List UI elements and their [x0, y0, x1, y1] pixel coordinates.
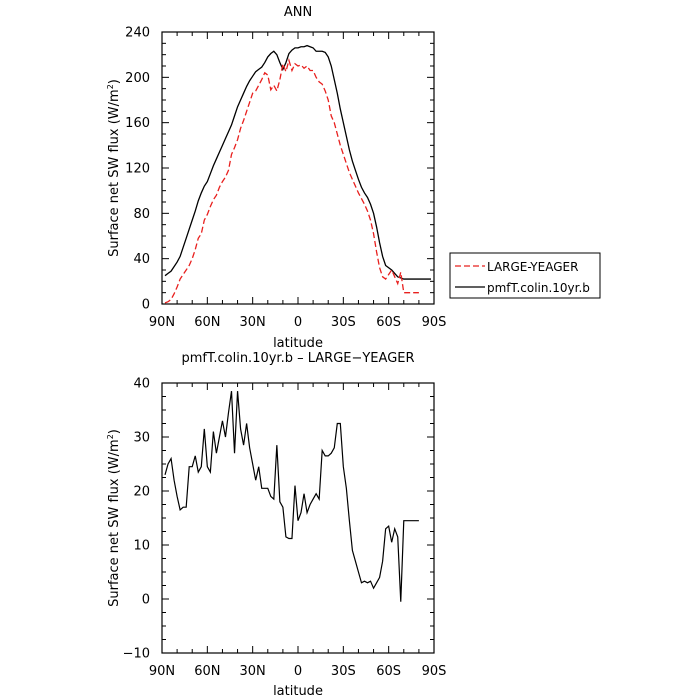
x-tick-label: 90S [422, 315, 447, 330]
x-tick-label: 60N [194, 664, 220, 679]
y-tick-label: −10 [123, 647, 150, 662]
y-tick-label: 80 [133, 207, 150, 222]
legend-box [449, 252, 601, 299]
x-tick-label: 0 [294, 664, 302, 679]
y-tick-label: 40 [133, 377, 150, 392]
x-tick-label: 30N [240, 664, 266, 679]
bottom-x-tick-labels: 90N 60N 30N 0 30S 60S 90S [149, 664, 447, 679]
top-x-axis-label: latitude [273, 336, 323, 351]
bottom-title: pmfT.colin.10yr.b – LARGE−YEAGER [181, 351, 414, 366]
bottom-axis-ticks [161, 382, 435, 654]
y-tick-label: 240 [125, 26, 150, 41]
y-tick-label: 0 [142, 298, 150, 313]
top-plot-frame [161, 31, 435, 305]
x-tick-label: 30S [331, 664, 356, 679]
y-tick-label: 10 [133, 539, 150, 554]
top-x-tick-labels: 90N 60N 30N 0 30S 60S 90S [149, 315, 447, 330]
bottom-y-axis-label-main: Surface net SW flux (W/m [107, 439, 122, 607]
top-series-black-line [164, 44, 431, 280]
x-tick-label: 30S [331, 315, 356, 330]
y-tick-label: 20 [133, 485, 150, 500]
legend-label-pmft: pmfT.colin.10yr.b [487, 281, 590, 295]
bottom-y-tick-labels: −10 0 10 20 30 40 [123, 377, 150, 662]
top-y-axis-label: Surface net SW flux (W/m2) [106, 79, 122, 257]
bottom-panel: pmfT.colin.10yr.b – LARGE−YEAGER −10 0 10 2… [106, 351, 446, 699]
x-tick-label: 90S [422, 664, 447, 679]
y-tick-label: 40 [133, 252, 150, 267]
top-y-axis-label-sup: 2 [106, 84, 115, 89]
legend-label-large-yeager: LARGE-YEAGER [487, 260, 578, 274]
x-tick-label: 60N [194, 315, 220, 330]
y-tick-label: 120 [125, 162, 150, 177]
x-tick-label: 90N [149, 664, 175, 679]
y-tick-label: 160 [125, 116, 150, 131]
bottom-y-axis-label: Surface net SW flux (W/m2) [106, 429, 122, 607]
x-tick-label: 60S [376, 315, 401, 330]
top-title: ANN [284, 5, 312, 20]
bottom-y-axis-label-tail: ) [107, 429, 122, 434]
bottom-plot-area [161, 382, 435, 654]
x-tick-label: 0 [294, 315, 302, 330]
top-axis-ticks [161, 31, 435, 305]
bottom-diff-line [164, 391, 419, 602]
top-series-red-dashed-line [164, 57, 419, 304]
top-y-axis-label-tail: ) [107, 79, 122, 84]
y-tick-label: 30 [133, 431, 150, 446]
x-tick-label: 30N [240, 315, 266, 330]
x-tick-label: 60S [376, 664, 401, 679]
top-plot-area [161, 31, 435, 305]
y-tick-label: 0 [142, 593, 150, 608]
top-y-tick-labels: 0 40 80 120 160 200 240 [125, 26, 150, 313]
bottom-x-axis-label: latitude [273, 684, 323, 699]
x-tick-label: 90N [149, 315, 175, 330]
y-tick-label: 200 [125, 71, 150, 86]
bottom-y-axis-label-sup: 2 [106, 434, 115, 439]
legend: LARGE-YEAGER pmfT.colin.10yr.b [449, 252, 601, 299]
top-y-axis-label-main: Surface net SW flux (W/m [107, 89, 122, 257]
